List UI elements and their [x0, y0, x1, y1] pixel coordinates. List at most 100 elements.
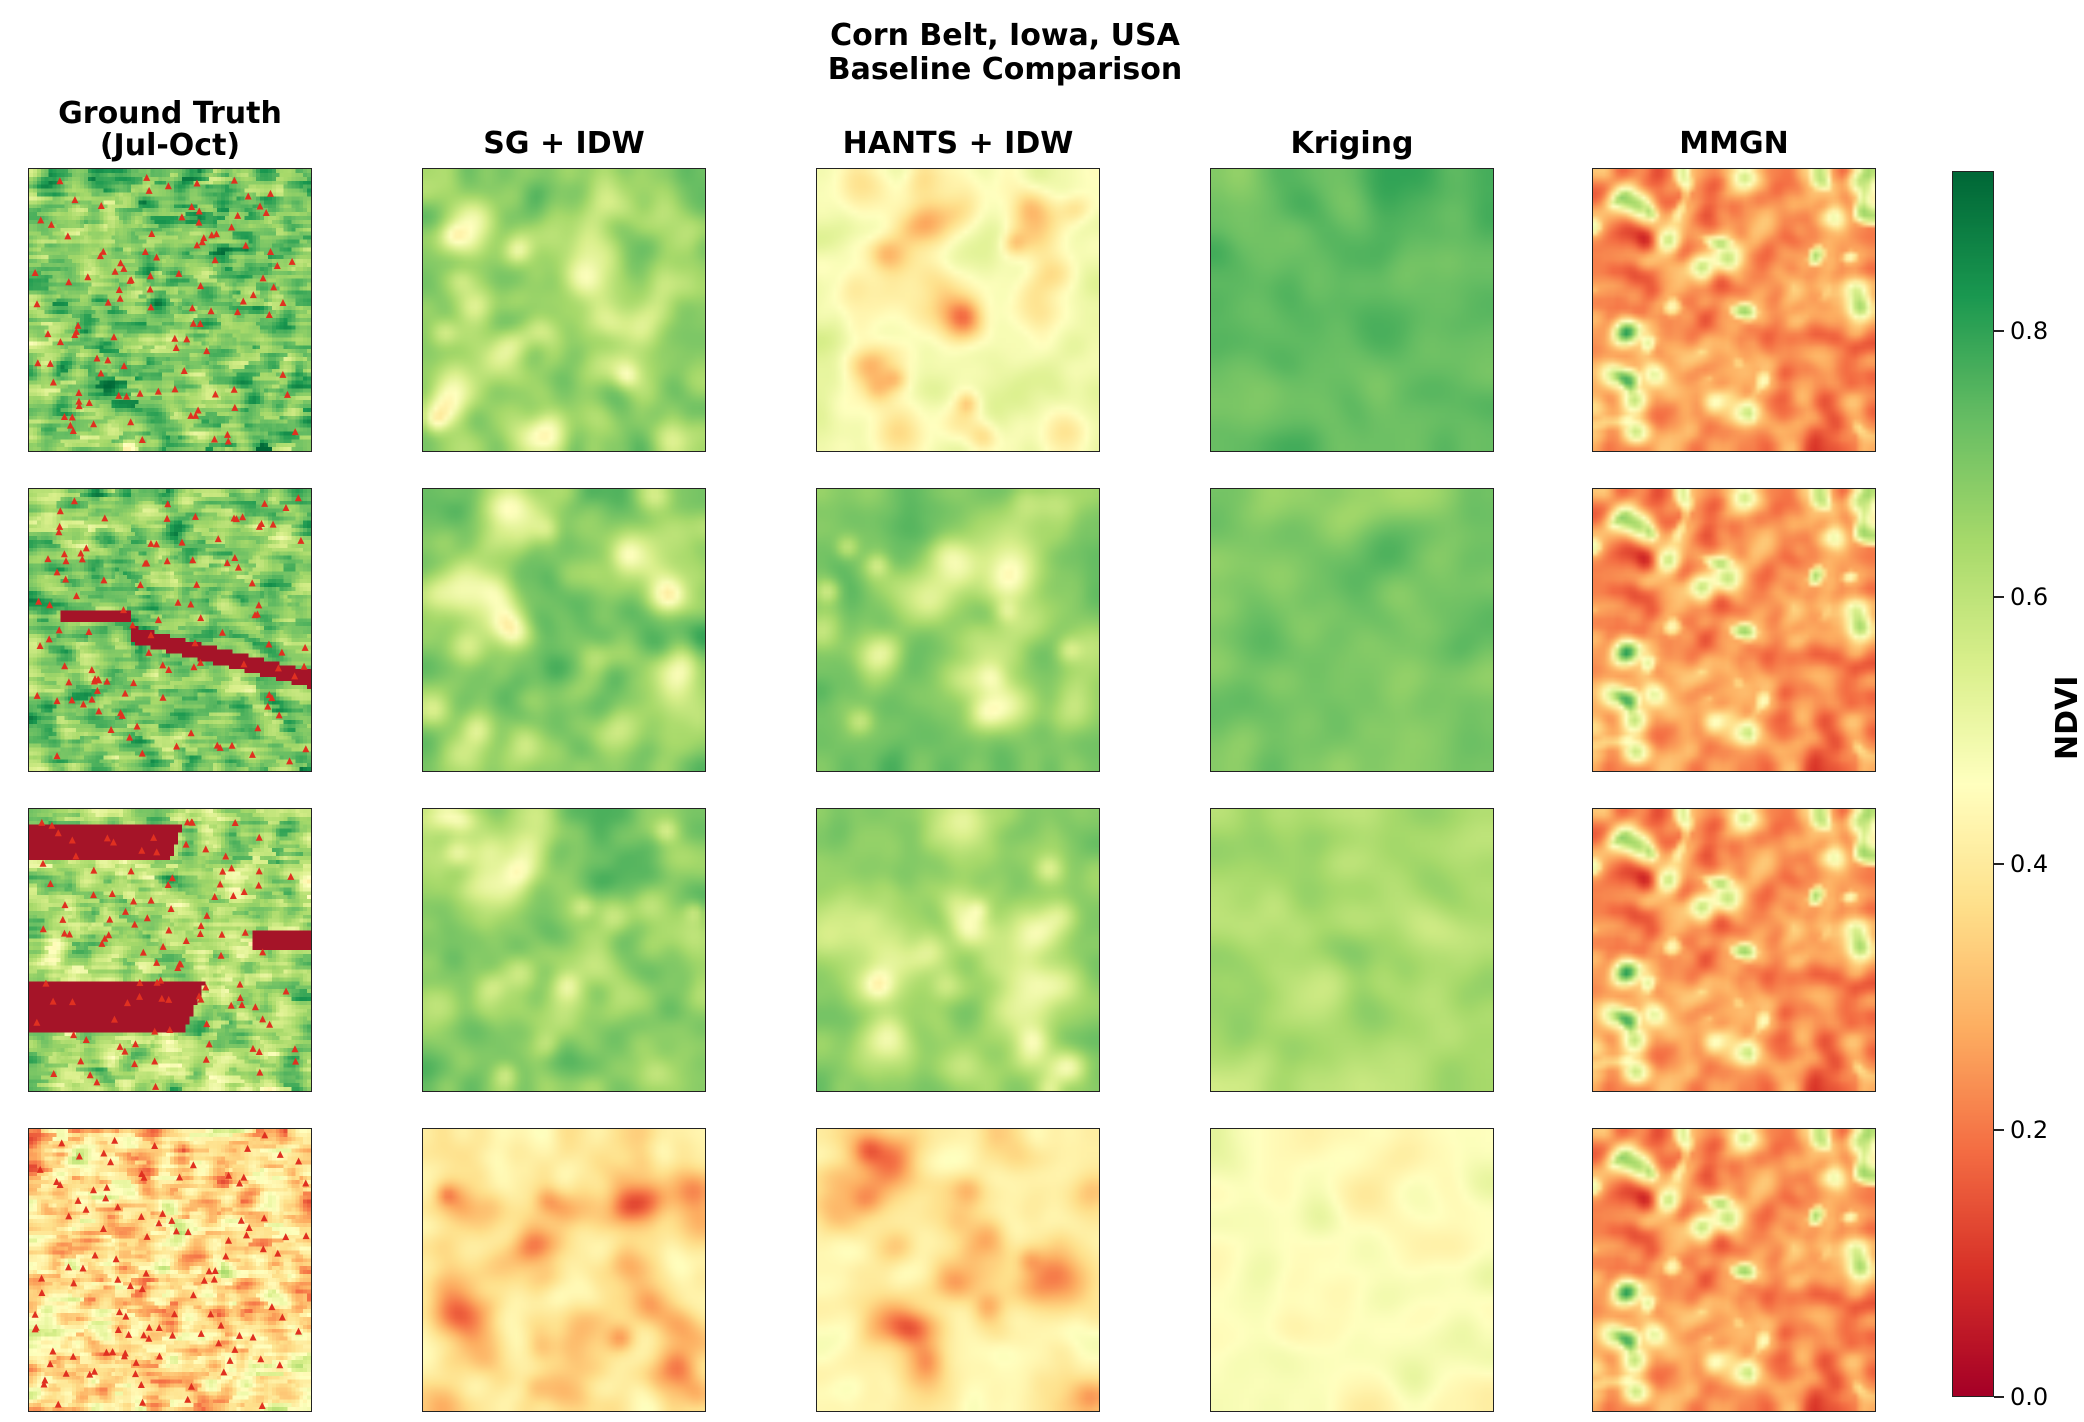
sample-point-marker [120, 264, 128, 272]
sample-point-marker [101, 934, 109, 942]
sample-point-marker [211, 256, 219, 264]
figure-title-line1: Corn Belt, Iowa, USA [830, 18, 1180, 53]
sample-point-marker [47, 220, 55, 228]
sample-point-marker [237, 1216, 245, 1224]
sample-point-marker [56, 522, 64, 530]
heatmap-panel-mmgn-row4 [1592, 1128, 1876, 1412]
heatmap-image-hants-row1 [817, 169, 1099, 451]
sample-point-marker [105, 931, 113, 939]
sample-point-marker [93, 686, 101, 694]
sample-point-marker [116, 294, 124, 302]
sample-point-marker [273, 261, 281, 269]
sample-point-marker [188, 202, 196, 210]
sample-point-marker [220, 1368, 228, 1376]
sample-point-marker [236, 993, 244, 1001]
sample-point-marker [188, 304, 196, 312]
heatmap-panel-hants-row4 [816, 1128, 1100, 1412]
sample-point-marker [207, 1310, 215, 1318]
heatmap-panel-kriging-row1 [1210, 168, 1494, 452]
sample-point-marker [230, 176, 238, 184]
sample-point-marker [282, 1233, 290, 1241]
sample-point-marker [62, 1369, 70, 1377]
sample-point-marker [56, 1181, 64, 1189]
sample-point-marker [48, 821, 56, 829]
sample-point-marker [75, 402, 83, 410]
sample-point-marker [153, 848, 161, 856]
sample-point-marker [195, 207, 203, 215]
sample-point-marker [202, 983, 210, 991]
sample-point-marker [218, 628, 226, 636]
sample-point-marker [239, 513, 247, 521]
sample-point-marker [53, 1177, 61, 1185]
sample-point-marker [93, 1078, 101, 1086]
sample-point-marker [251, 611, 259, 619]
sample-point-marker [218, 930, 226, 938]
sample-point-marker [235, 1331, 243, 1339]
sample-point-marker [79, 700, 87, 708]
sample-point-marker [143, 559, 151, 567]
sample-point-marker [97, 202, 105, 210]
sample-point-marker [126, 733, 134, 741]
sample-point-marker [228, 741, 236, 749]
colorbar-tick-label: 0.2 [2010, 1116, 2049, 1145]
heatmap-panel-sg-row2 [422, 488, 706, 772]
sample-point-marker [184, 1395, 192, 1403]
sample-point-marker [267, 247, 275, 255]
sample-point-marker [240, 660, 248, 668]
sample-point-marker [184, 1228, 192, 1236]
sample-point-marker [231, 1345, 239, 1353]
sample-point-marker [208, 231, 216, 239]
sample-point-marker [154, 616, 162, 624]
sample-point-marker [39, 859, 47, 867]
sample-point-marker [238, 1001, 246, 1009]
sample-point-marker [45, 635, 53, 643]
column-title-sg: SG + IDW [483, 126, 645, 161]
sample-point-marker [242, 1231, 250, 1239]
sample-point-marker [268, 694, 276, 702]
sample-point-marker [278, 648, 286, 656]
heatmap-image-sg-row1 [423, 169, 705, 451]
sample-point-marker [291, 672, 299, 680]
sample-point-marker [98, 939, 106, 947]
sample-point-marker [211, 1266, 219, 1274]
sample-point-marker [203, 347, 211, 355]
sample-point-marker [38, 818, 46, 826]
sample-point-marker [31, 1310, 39, 1318]
sample-point-marker [132, 1358, 140, 1366]
sample-point-marker [46, 359, 54, 367]
sample-point-marker [125, 1330, 133, 1338]
sample-point-marker [90, 1367, 98, 1375]
sample-point-marker [68, 413, 76, 421]
sample-point-marker [55, 626, 63, 634]
sample-point-marker [84, 273, 92, 281]
sample-points-layer [33, 494, 310, 765]
sample-point-marker [255, 833, 263, 841]
sample-point-marker [114, 1326, 122, 1334]
heatmap-image-gt-row4 [29, 1129, 311, 1411]
sample-point-marker [103, 834, 111, 842]
sample-point-marker [192, 411, 200, 419]
sample-point-marker [183, 818, 191, 826]
sample-point-marker [295, 1157, 303, 1165]
sample-point-marker [65, 1263, 73, 1271]
sample-point-marker [143, 914, 151, 922]
sample-point-marker [145, 1323, 153, 1331]
sample-point-marker [165, 926, 173, 934]
heatmap-image-gt-row2 [29, 489, 311, 771]
sample-point-marker [159, 661, 167, 669]
sample-point-marker [211, 435, 219, 443]
sample-point-marker [249, 1044, 257, 1052]
sample-point-marker [244, 1144, 252, 1152]
heatmap-image-sg-row3 [423, 809, 705, 1091]
sample-point-marker [64, 232, 72, 240]
sample-point-marker [223, 559, 231, 567]
sample-point-marker [225, 1171, 233, 1179]
sample-point-marker [95, 707, 103, 715]
sample-point-marker [127, 276, 135, 284]
heatmap-panel-kriging-row4 [1210, 1128, 1494, 1412]
sample-point-marker [155, 1352, 163, 1360]
sample-point-marker [232, 515, 240, 523]
sample-point-marker [82, 544, 90, 552]
sample-point-marker [211, 390, 219, 398]
sample-point-marker [251, 1003, 259, 1011]
